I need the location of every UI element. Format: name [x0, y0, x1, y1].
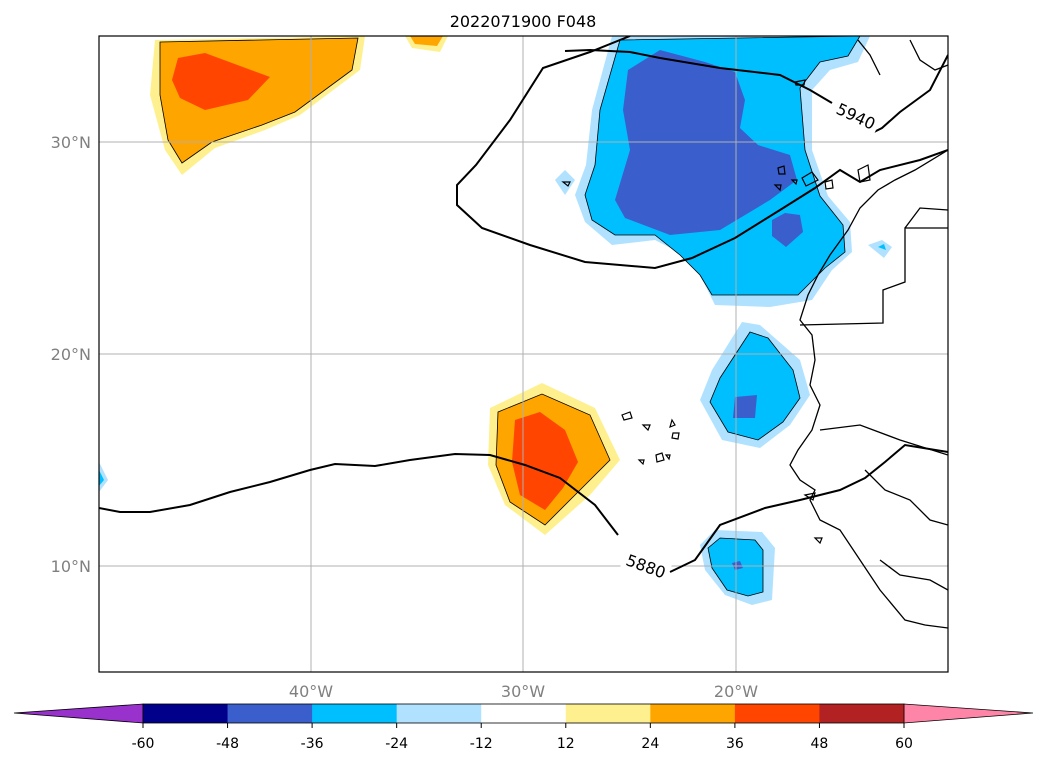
colorbar-extend-max [903, 703, 1034, 724]
colorbar-segment [819, 704, 905, 723]
lat-label-10n: 10°N [51, 557, 91, 576]
colorbar-segment [143, 704, 229, 723]
lon-label-30w: 30°W [501, 682, 545, 701]
colorbar-segment [312, 704, 398, 723]
colorbar-extend-min [13, 703, 144, 724]
colorbar-segment [396, 704, 482, 723]
negative-anomaly-west-edge [99, 462, 108, 492]
anomaly-outlines [159, 36, 861, 597]
colorbar-tick-label: -12 [470, 736, 493, 752]
map-panel: 5940 5880 [99, 36, 948, 672]
lon-label-20w: 20°W [714, 682, 758, 701]
colorbar-segment [481, 704, 567, 723]
map-frame [98, 35, 949, 673]
colorbar-tick-label: -60 [132, 736, 155, 752]
colorbar: -60 -48 -36 -24 -12 12 24 36 48 60 [13, 703, 1034, 752]
colorbar-segment [734, 704, 820, 723]
colorbar-tick-label: 12 [557, 736, 575, 752]
map-title: 2022071900 F048 [450, 12, 597, 31]
negative-anomaly-northeast [555, 36, 892, 307]
height-contours [99, 36, 948, 573]
gridlines [99, 36, 948, 672]
colorbar-tick-label: 48 [811, 736, 829, 752]
colorbar-tick-label: -48 [216, 736, 239, 752]
latitude-labels: 30°N 20°N 10°N [51, 133, 91, 576]
negative-anomaly-south [700, 530, 775, 605]
lon-label-40w: 40°W [289, 682, 333, 701]
negative-anomaly-mideast [700, 322, 810, 448]
longitude-labels: 40°W 30°W 20°W [289, 682, 758, 701]
colorbar-segment [650, 704, 736, 723]
colorbar-tick-label: -24 [385, 736, 408, 752]
positive-anomaly-central [488, 383, 620, 535]
coastlines [789, 39, 948, 629]
colorbar-tick-label: 60 [895, 736, 913, 752]
colorbar-tick-label: -36 [301, 736, 324, 752]
colorbar-segment [227, 704, 313, 723]
lat-label-30n: 30°N [51, 133, 91, 152]
lat-label-20n: 20°N [51, 345, 91, 364]
colorbar-tick-label: 24 [641, 736, 659, 752]
colorbar-tick-label: 36 [726, 736, 744, 752]
colorbar-segment [565, 704, 651, 723]
